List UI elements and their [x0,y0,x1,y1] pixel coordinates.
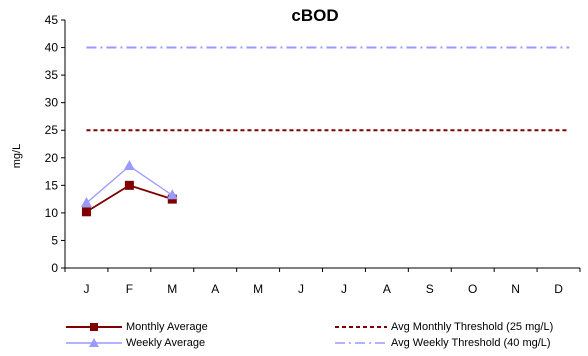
y-tick-label: 45 [45,13,59,27]
x-tick-label: M [253,282,263,296]
legend-label-weekly: Weekly Average [126,337,206,349]
legend-weekly-threshold: Avg Weekly Threshold (40 mg/L) [335,337,551,349]
y-tick-label: 20 [45,151,59,165]
y-tick-label: 0 [51,261,58,275]
x-tick-label: J [298,282,304,296]
y-tick-label: 15 [45,178,59,192]
legend-monthly-threshold: Avg Monthly Threshold (25 mg/L) [335,321,553,333]
chart-title: cBOD [291,6,339,25]
x-tick-label: J [83,282,89,296]
legend-swatch-monthly [66,323,122,331]
legend-swatch-monthly-threshold [335,326,387,328]
x-tick-label: S [426,282,434,296]
x-tick-label: D [554,282,563,296]
legend-label-weekly-threshold: Avg Weekly Threshold (40 mg/L) [391,337,551,349]
series-0-point [81,207,91,217]
series-1-point [166,189,178,200]
legend-monthly-average: Monthly Average [66,321,208,333]
x-tick-label: M [167,282,177,296]
legend-swatch-weekly-threshold [335,342,387,344]
x-tick-label: A [383,282,391,296]
y-tick-label: 30 [45,96,59,110]
y-tick-label: 25 [45,123,59,137]
series-1-point [80,196,92,207]
x-tick-label: O [468,282,477,296]
series-0-point [124,180,134,190]
legend-weekly-average: Weekly Average [66,337,205,349]
x-tick-label: A [211,282,219,296]
legend-label-monthly: Monthly Average [126,321,208,333]
y-tick-label: 35 [45,68,59,82]
y-tick-label: 10 [45,206,59,220]
y-tick-label: 5 [51,233,58,247]
x-tick-label: N [511,282,520,296]
x-tick-label: J [341,282,347,296]
legend-label-monthly-threshold: Avg Monthly Threshold (25 mg/L) [391,321,554,333]
y-tick-label: 40 [45,41,59,55]
series-1-point [123,160,135,171]
x-tick-label: F [126,282,133,296]
legend-swatch-weekly [66,338,122,347]
